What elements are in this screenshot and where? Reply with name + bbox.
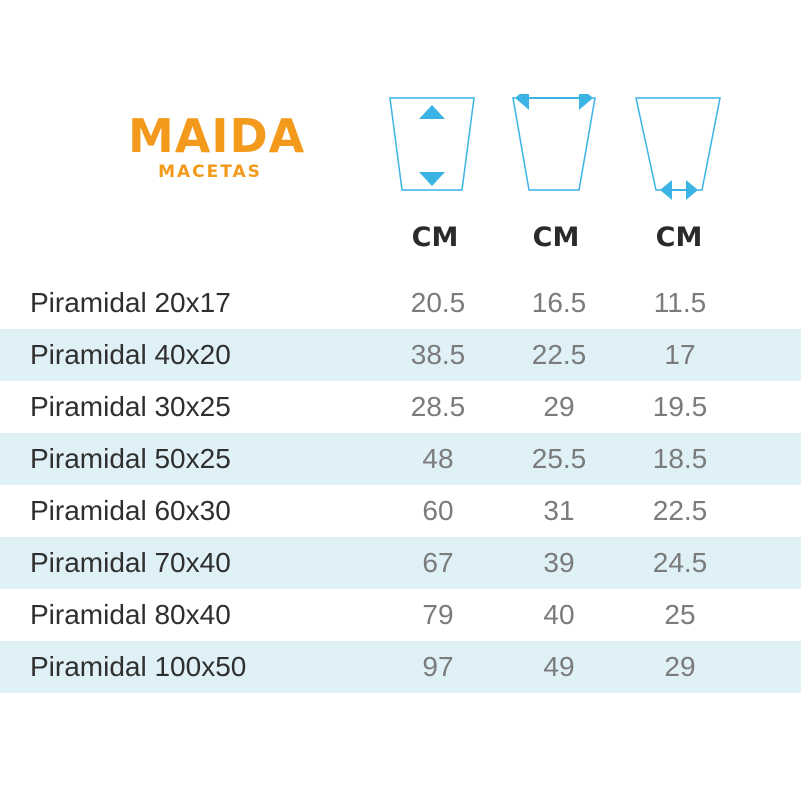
brand-name: MAIDA (128, 109, 306, 163)
table-row: Piramidal 60x30 60 31 22.5 (0, 485, 801, 537)
top-width-value: 49 (543, 651, 575, 682)
base-width-value: 22.5 (652, 495, 708, 526)
base-width-value: 29 (664, 651, 696, 682)
table-row: Piramidal 50x25 48 25.5 18.5 (0, 433, 801, 485)
column-unit-top-width: CM (532, 222, 580, 253)
column-unit-height: CM (411, 222, 459, 253)
product-name: Piramidal 20x17 (30, 287, 231, 318)
base-width-value: 17 (664, 339, 696, 370)
product-name: Piramidal 80x40 (30, 599, 231, 630)
product-name: Piramidal 30x25 (30, 391, 231, 422)
top-width-value: 16.5 (531, 287, 587, 318)
height-value: 67 (422, 547, 454, 578)
product-name: Piramidal 40x20 (30, 339, 231, 370)
product-name: Piramidal 70x40 (30, 547, 231, 578)
product-name: Piramidal 60x30 (30, 495, 231, 526)
base-width-value: 25 (664, 599, 696, 630)
top-width-value: 25.5 (531, 443, 587, 474)
table-row: Piramidal 40x20 38.5 22.5 17 (0, 329, 801, 381)
base-width-value: 18.5 (652, 443, 708, 474)
table-row: Piramidal 100x50 97 49 29 (0, 641, 801, 693)
pot-top-width-icon (512, 94, 596, 191)
pot-height-icon (389, 97, 475, 191)
top-width-value: 31 (543, 495, 575, 526)
brand-logo: MAIDA MACETAS (128, 109, 306, 182)
column-unit-base-width: CM (655, 222, 703, 253)
height-value: 48 (422, 443, 454, 474)
top-width-value: 22.5 (531, 339, 587, 370)
height-value: 28.5 (410, 391, 466, 422)
height-value: 79 (422, 599, 454, 630)
top-width-value: 29 (543, 391, 575, 422)
base-width-value: 11.5 (653, 287, 707, 318)
height-value: 20.5 (410, 287, 466, 318)
table-row: Piramidal 30x25 28.5 29 19.5 (0, 381, 801, 433)
size-table: Piramidal 20x17 20.5 16.5 11.5 Piramidal… (0, 277, 801, 693)
table-row: Piramidal 70x40 67 39 24.5 (0, 537, 801, 589)
top-width-value: 40 (543, 599, 575, 630)
table-row: Piramidal 20x17 20.5 16.5 11.5 (0, 277, 801, 329)
product-name: Piramidal 100x50 (30, 651, 247, 682)
top-width-value: 39 (543, 547, 575, 578)
table-row: Piramidal 80x40 79 40 25 (0, 589, 801, 641)
brand-tagline: MACETAS (158, 162, 262, 182)
height-value: 60 (422, 495, 454, 526)
product-name: Piramidal 50x25 (30, 443, 231, 474)
base-width-value: 19.5 (652, 391, 708, 422)
pot-base-width-icon (635, 97, 721, 200)
height-value: 38.5 (410, 339, 466, 370)
height-value: 97 (422, 651, 454, 682)
base-width-value: 24.5 (652, 547, 708, 578)
